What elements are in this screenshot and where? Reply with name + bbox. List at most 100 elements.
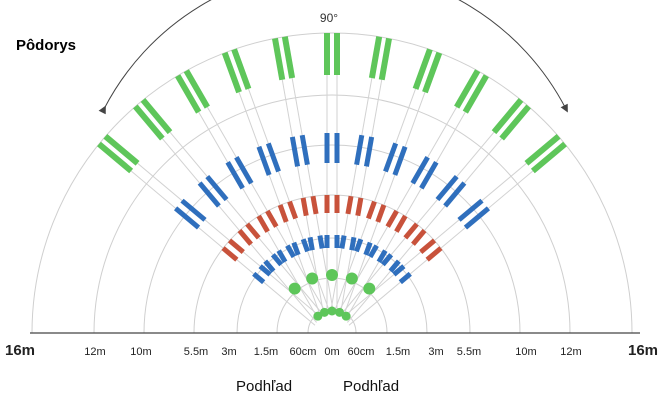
blue-zone-segment bbox=[234, 156, 254, 185]
near-zone-dot bbox=[326, 269, 338, 281]
near-blue-zone-segment bbox=[398, 271, 412, 285]
distance-arc bbox=[193, 194, 471, 334]
near-zone-dot-small bbox=[327, 306, 337, 316]
near-blue-zone-segment bbox=[339, 235, 347, 249]
distance-label-left: 1.5m bbox=[254, 346, 278, 358]
red-zone-segment bbox=[394, 214, 408, 233]
red-zone-segment bbox=[256, 214, 270, 233]
blue-zone-segment bbox=[435, 174, 459, 202]
far-zone-segment bbox=[183, 69, 210, 109]
blue-zone-segment bbox=[443, 181, 467, 208]
red-zone-segment bbox=[277, 204, 289, 223]
red-zone-segment bbox=[425, 246, 443, 262]
distance-label-left: 16m bbox=[5, 342, 35, 359]
distance-label-right: 10m bbox=[515, 346, 536, 358]
blue-zone-segment bbox=[180, 198, 207, 222]
detection-ray bbox=[184, 88, 320, 321]
near-blue-zone-segment bbox=[380, 253, 394, 267]
distance-arcs bbox=[31, 32, 633, 334]
far-zone-segment bbox=[454, 69, 481, 109]
page-title: Pôdorys bbox=[16, 37, 77, 54]
far-zone-segment bbox=[103, 134, 140, 166]
distance-label-right: 16m bbox=[628, 342, 658, 359]
far-zone-segment bbox=[272, 37, 286, 81]
detection-zones bbox=[97, 33, 567, 321]
near-blue-zone-segment bbox=[252, 271, 266, 285]
blue-zone-segment bbox=[225, 161, 245, 190]
blue-zone-segment bbox=[457, 198, 484, 222]
distance-arc bbox=[236, 237, 428, 334]
red-zone-segment bbox=[237, 228, 253, 246]
near-blue-zone-segment bbox=[291, 241, 301, 256]
far-zone-segment bbox=[281, 36, 296, 79]
blue-zone-segment bbox=[419, 161, 439, 190]
detection-rays bbox=[110, 48, 554, 326]
detection-ray bbox=[110, 153, 316, 326]
blue-zone-segment bbox=[463, 206, 491, 230]
near-zone-dot-small bbox=[335, 307, 345, 317]
detection-ray bbox=[152, 111, 325, 317]
detection-ray bbox=[339, 111, 512, 317]
detection-ray bbox=[344, 88, 480, 321]
caption-right: Podhľad bbox=[343, 378, 400, 395]
far-zone-segment bbox=[221, 51, 242, 94]
near-zone-dot bbox=[306, 272, 319, 285]
distance-label-right: 12m bbox=[560, 346, 581, 358]
detection-ray bbox=[348, 153, 554, 326]
red-zone-segment bbox=[227, 238, 245, 254]
detection-ray bbox=[347, 117, 520, 323]
far-zone-segment bbox=[378, 37, 392, 81]
far-zone-segment bbox=[97, 141, 134, 174]
detection-ray bbox=[116, 145, 322, 318]
red-zone-segment bbox=[411, 228, 427, 246]
distance-arc bbox=[31, 32, 633, 334]
red-zone-segment bbox=[310, 195, 319, 215]
near-zone-dot bbox=[345, 272, 358, 285]
near-blue-zone-segment bbox=[263, 259, 276, 273]
distance-label-left: 10m bbox=[130, 346, 151, 358]
far-zone-segment bbox=[422, 51, 443, 94]
red-zone-segment bbox=[345, 195, 354, 215]
blue-zone-segment bbox=[299, 134, 310, 166]
red-zone-segment bbox=[245, 222, 261, 240]
far-zone-segment bbox=[368, 36, 383, 79]
near-blue-zone-segment bbox=[354, 238, 364, 253]
distance-label-right: 5.5m bbox=[457, 346, 481, 358]
red-zone-segment bbox=[355, 197, 364, 217]
near-blue-zone-segment bbox=[349, 236, 357, 251]
detection-ray bbox=[336, 83, 471, 316]
red-zone-segment bbox=[419, 238, 437, 254]
far-zone-segment bbox=[412, 48, 433, 90]
center-label: 0m bbox=[324, 346, 339, 358]
far-zone-segment bbox=[530, 141, 567, 174]
blue-zone-segment bbox=[383, 142, 399, 173]
near-blue-zone-segment bbox=[376, 249, 388, 264]
red-zone-segment bbox=[375, 204, 387, 223]
distance-label-left: 60cm bbox=[290, 346, 317, 358]
distance-arc bbox=[93, 94, 571, 334]
blue-zone-segment bbox=[354, 134, 365, 166]
blue-zone-segment bbox=[289, 136, 301, 167]
detection-ray bbox=[277, 53, 325, 317]
caption-left: Podhľad bbox=[236, 378, 293, 395]
near-blue-zone-segment bbox=[363, 241, 373, 256]
distance-label-right: 60cm bbox=[348, 346, 375, 358]
near-blue-zone-segment bbox=[270, 253, 284, 267]
near-blue-zone-segment bbox=[392, 264, 406, 277]
red-zone-segment bbox=[385, 209, 399, 228]
near-zone-dot-small bbox=[313, 311, 323, 321]
ninety-degree-arrow bbox=[98, 0, 568, 115]
far-zone-segment bbox=[524, 134, 561, 166]
detection-ray bbox=[144, 117, 317, 323]
blue-zone-segment bbox=[392, 145, 408, 176]
near-blue-zone-segment bbox=[258, 264, 272, 277]
near-blue-zone-segment bbox=[307, 236, 315, 251]
near-zone-dot bbox=[363, 282, 376, 295]
near-blue-zone-segment bbox=[388, 259, 401, 273]
distance-label-left: 12m bbox=[84, 346, 105, 358]
near-blue-zone-segment bbox=[276, 249, 288, 264]
detection-ray bbox=[339, 53, 387, 317]
detection-ray bbox=[329, 51, 378, 315]
